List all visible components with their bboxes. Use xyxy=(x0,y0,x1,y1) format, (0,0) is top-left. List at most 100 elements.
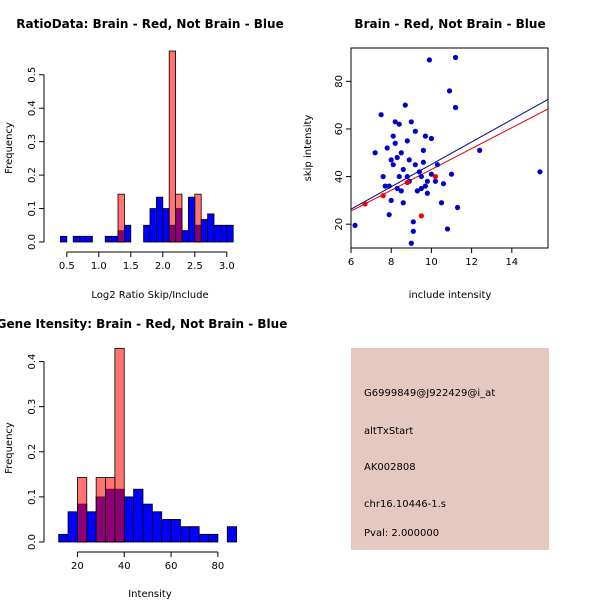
point-not-brain xyxy=(410,219,416,225)
y-tick-label: 80 xyxy=(334,75,345,88)
ratio-histogram-title: RatioData: Brain - Red, Not Brain - Blue xyxy=(16,17,283,31)
intensity-histogram-ylabel: Frequency xyxy=(4,422,15,474)
bar-not-brain xyxy=(189,526,200,543)
scatter-axes: 6 8 10 12 14 20 40 60 80 xyxy=(334,75,518,268)
bar-not-brain xyxy=(67,511,78,543)
point-not-brain xyxy=(390,162,396,168)
event-type: altTxStart xyxy=(364,426,413,437)
point-not-brain xyxy=(378,112,384,118)
accession: AK002808 xyxy=(364,462,416,473)
point-not-brain xyxy=(424,178,430,184)
scatter-points xyxy=(352,54,543,246)
x-tick-label: 60 xyxy=(165,561,178,572)
point-not-brain xyxy=(406,157,412,163)
ratio-histogram-panel: RatioData: Brain - Red, Not Brain - Blue… xyxy=(4,17,284,301)
bar-not-brain xyxy=(161,519,172,543)
bar-not-brain xyxy=(170,519,181,543)
info-panel-background xyxy=(351,348,549,550)
bar-not-brain xyxy=(187,196,196,243)
point-not-brain xyxy=(388,197,394,203)
bar-not-brain xyxy=(162,208,170,243)
point-not-brain xyxy=(398,150,404,156)
bar-not-brain xyxy=(85,235,93,243)
bar-not-brain xyxy=(86,511,97,543)
bar-brain xyxy=(77,477,88,543)
x-tick-label: 2.0 xyxy=(155,261,171,272)
bar-not-brain xyxy=(226,526,238,543)
x-tick-label: 12 xyxy=(465,257,478,268)
point-not-brain xyxy=(424,190,430,196)
bar-not-brain xyxy=(133,488,144,543)
point-not-brain xyxy=(402,102,408,108)
bar-not-brain xyxy=(200,219,208,243)
point-not-brain xyxy=(428,135,435,142)
bar-not-brain xyxy=(60,235,68,243)
bar-brain xyxy=(114,348,125,543)
bar-brain xyxy=(168,50,176,243)
x-tick-label: 1.5 xyxy=(123,261,139,272)
point-not-brain xyxy=(400,166,406,173)
point-not-brain xyxy=(440,181,447,187)
point-not-brain xyxy=(396,121,402,127)
ratio-histogram-axes: 0.5 1.0 1.5 2.0 2.5 3.0 0.0 0.1 0.2 0.3 0.4 0.5 xyxy=(27,67,235,272)
point-not-brain xyxy=(392,119,398,125)
point-not-brain xyxy=(394,185,400,192)
intensity-histogram-panel: Gene Itensity: Brain - Red, Not Brain - … xyxy=(0,317,287,600)
y-tick-label: 0.1 xyxy=(27,489,38,505)
point-not-brain xyxy=(454,204,461,211)
bar-brain xyxy=(105,477,116,543)
pval: Pval: 2.000000 xyxy=(364,528,439,539)
point-not-brain xyxy=(392,140,398,146)
point-not-brain xyxy=(420,159,426,165)
point-not-brain xyxy=(386,183,392,189)
cluster-id: chr16.10446-1.s xyxy=(364,499,446,510)
x-tick-label: 1.0 xyxy=(91,261,107,272)
point-brain xyxy=(362,201,368,207)
scatter-title: Brain - Red, Not Brain - Blue xyxy=(354,17,545,31)
bar-brain xyxy=(117,193,125,243)
point-not-brain xyxy=(404,138,410,144)
bar-not-brain xyxy=(219,224,228,243)
bar-not-brain xyxy=(149,208,157,243)
ratio-histogram-ylabel: Frequency xyxy=(4,122,15,174)
point-not-brain xyxy=(384,145,390,151)
y-tick-label: 0.2 xyxy=(27,167,38,183)
intensity-histogram-xlabel: Intensity xyxy=(128,589,172,600)
x-tick-label: 6 xyxy=(348,257,354,268)
y-tick-label: 0.4 xyxy=(27,100,38,116)
y-tick-label: 0.5 xyxy=(27,67,38,83)
bar-not-brain xyxy=(208,533,219,543)
point-not-brain xyxy=(452,54,459,61)
point-not-brain xyxy=(444,226,451,232)
bar-not-brain xyxy=(155,196,164,243)
point-not-brain xyxy=(382,183,388,189)
bar-not-brain xyxy=(143,224,151,243)
point-not-brain xyxy=(438,200,445,206)
point-not-brain xyxy=(416,169,422,175)
point-not-brain xyxy=(428,171,435,177)
point-not-brain xyxy=(372,150,378,156)
bar-not-brain xyxy=(72,235,80,243)
point-brain xyxy=(418,213,424,219)
y-tick-label: 60 xyxy=(334,123,345,136)
bar-not-brain xyxy=(142,503,153,543)
y-tick-label: 0.2 xyxy=(27,444,38,460)
point-not-brain xyxy=(412,128,418,134)
x-tick-label: 40 xyxy=(118,561,131,572)
point-not-brain xyxy=(422,133,428,139)
point-not-brain xyxy=(404,173,410,180)
x-tick-label: 14 xyxy=(505,257,518,268)
point-not-brain xyxy=(398,188,404,194)
bar-brain xyxy=(95,477,106,543)
point-not-brain xyxy=(386,212,392,218)
x-tick-label: 3.0 xyxy=(219,261,235,272)
point-not-brain xyxy=(448,171,455,177)
x-tick-label: 0.5 xyxy=(59,261,75,272)
bar-not-brain xyxy=(213,224,221,243)
point-not-brain xyxy=(410,228,416,234)
y-tick-label: 0.3 xyxy=(27,399,38,415)
point-brain xyxy=(404,179,410,186)
bar-not-brain xyxy=(198,533,209,543)
